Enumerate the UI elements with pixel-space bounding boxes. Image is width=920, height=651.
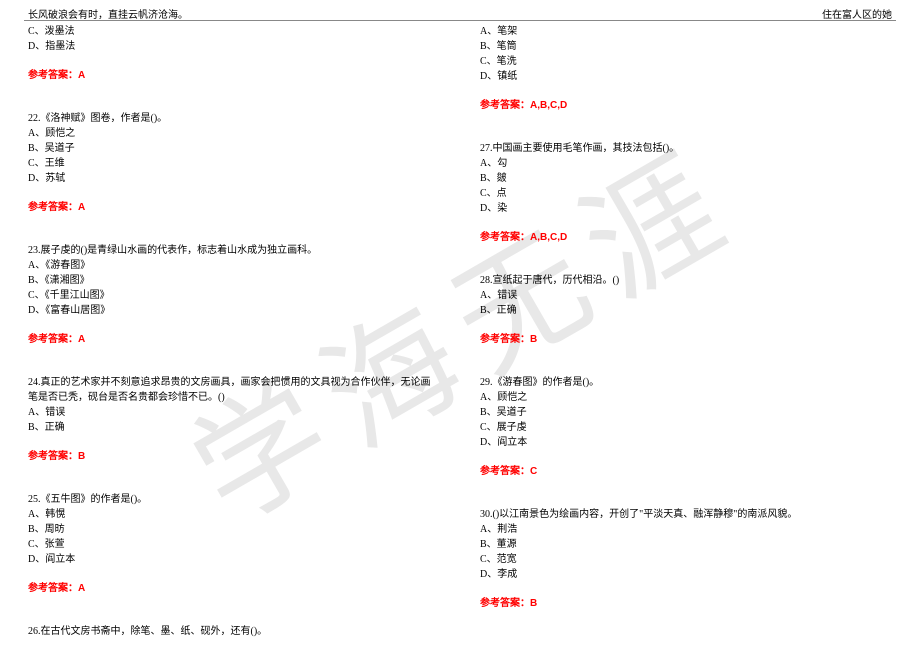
q28-option-b: B、正确 bbox=[480, 303, 892, 318]
q30-option-a: A、荆浩 bbox=[480, 522, 892, 537]
q21-option-c: C、泼墨法 bbox=[28, 24, 440, 39]
q30-answer: 参考答案：B bbox=[480, 596, 892, 611]
q24-option-a: A、错误 bbox=[28, 405, 440, 420]
q23-stem: 23.展子虔的()是青绿山水画的代表作，标志着山水成为独立画科。 bbox=[28, 243, 440, 258]
page-header: 长风破浪会有时，直挂云帆济沧海。 住在富人区的她 bbox=[28, 6, 892, 21]
q25-option-b: B、周昉 bbox=[28, 522, 440, 537]
q26-option-d: D、镇纸 bbox=[480, 69, 892, 84]
q30-option-d: D、李成 bbox=[480, 567, 892, 582]
q23-option-d: D、《富春山居图》 bbox=[28, 303, 440, 318]
q28-answer: 参考答案：B bbox=[480, 332, 892, 347]
q25-option-c: C、张萱 bbox=[28, 537, 440, 552]
q27-option-c: C、点 bbox=[480, 186, 892, 201]
q25-stem: 25.《五牛图》的作者是()。 bbox=[28, 492, 440, 507]
q26-stem: 26.在古代文房书斋中，除笔、墨、纸、砚外，还有()。 bbox=[28, 624, 440, 639]
q25-answer: 参考答案：A bbox=[28, 581, 440, 596]
left-column: C、泼墨法 D、指墨法 参考答案：A 22.《洛神赋》图卷，作者是()。 A、顾… bbox=[28, 24, 440, 641]
q25-option-a: A、韩愰 bbox=[28, 507, 440, 522]
header-right: 住在富人区的她 bbox=[822, 6, 892, 21]
q22-option-a: A、顾恺之 bbox=[28, 126, 440, 141]
q24-stem: 24.真正的艺术家并不刻意追求昂贵的文房画具，画家会把惯用的文具视为合作伙伴，无… bbox=[28, 375, 440, 405]
q26-option-a: A、笔架 bbox=[480, 24, 892, 39]
q28-stem: 28.宣纸起于唐代，历代相沿。() bbox=[480, 273, 892, 288]
q29-stem: 29.《游春图》的作者是()。 bbox=[480, 375, 892, 390]
q29-option-a: A、顾恺之 bbox=[480, 390, 892, 405]
right-column: A、笔架 B、笔筒 C、笔洗 D、镇纸 参考答案：A,B,C,D 27.中国画主… bbox=[480, 24, 892, 641]
q27-answer: 参考答案：A,B,C,D bbox=[480, 230, 892, 245]
q23-option-a: A、《游春图》 bbox=[28, 258, 440, 273]
q30-option-c: C、范宽 bbox=[480, 552, 892, 567]
q28-option-a: A、错误 bbox=[480, 288, 892, 303]
q21-option-d: D、指墨法 bbox=[28, 39, 440, 54]
content-area: C、泼墨法 D、指墨法 参考答案：A 22.《洛神赋》图卷，作者是()。 A、顾… bbox=[28, 24, 892, 641]
q22-option-b: B、吴道子 bbox=[28, 141, 440, 156]
q24-answer: 参考答案：B bbox=[28, 449, 440, 464]
q23-option-b: B、《潇湘图》 bbox=[28, 273, 440, 288]
q26-answer: 参考答案：A,B,C,D bbox=[480, 98, 892, 113]
q30-option-b: B、董源 bbox=[480, 537, 892, 552]
q27-stem: 27.中国画主要使用毛笔作画，其技法包括()。 bbox=[480, 141, 892, 156]
q29-option-d: D、阎立本 bbox=[480, 435, 892, 450]
q27-option-d: D、染 bbox=[480, 201, 892, 216]
q22-answer: 参考答案：A bbox=[28, 200, 440, 215]
q22-option-d: D、苏轼 bbox=[28, 171, 440, 186]
q27-option-a: A、勾 bbox=[480, 156, 892, 171]
q25-option-d: D、阎立本 bbox=[28, 552, 440, 567]
q22-option-c: C、王维 bbox=[28, 156, 440, 171]
header-rule bbox=[24, 20, 896, 21]
q29-option-b: B、吴道子 bbox=[480, 405, 892, 420]
q26-option-c: C、笔洗 bbox=[480, 54, 892, 69]
q29-option-c: C、展子虔 bbox=[480, 420, 892, 435]
header-left: 长风破浪会有时，直挂云帆济沧海。 bbox=[28, 6, 188, 21]
q29-answer: 参考答案：C bbox=[480, 464, 892, 479]
q30-stem: 30.()以江南景色为绘画内容，开创了"平淡天真、融浑静穆"的南派风貌。 bbox=[480, 507, 892, 522]
q22-stem: 22.《洛神赋》图卷，作者是()。 bbox=[28, 111, 440, 126]
q26-option-b: B、笔筒 bbox=[480, 39, 892, 54]
q24-option-b: B、正确 bbox=[28, 420, 440, 435]
q27-option-b: B、皴 bbox=[480, 171, 892, 186]
q23-option-c: C、《千里江山图》 bbox=[28, 288, 440, 303]
q23-answer: 参考答案：A bbox=[28, 332, 440, 347]
q21-answer: 参考答案：A bbox=[28, 68, 440, 83]
